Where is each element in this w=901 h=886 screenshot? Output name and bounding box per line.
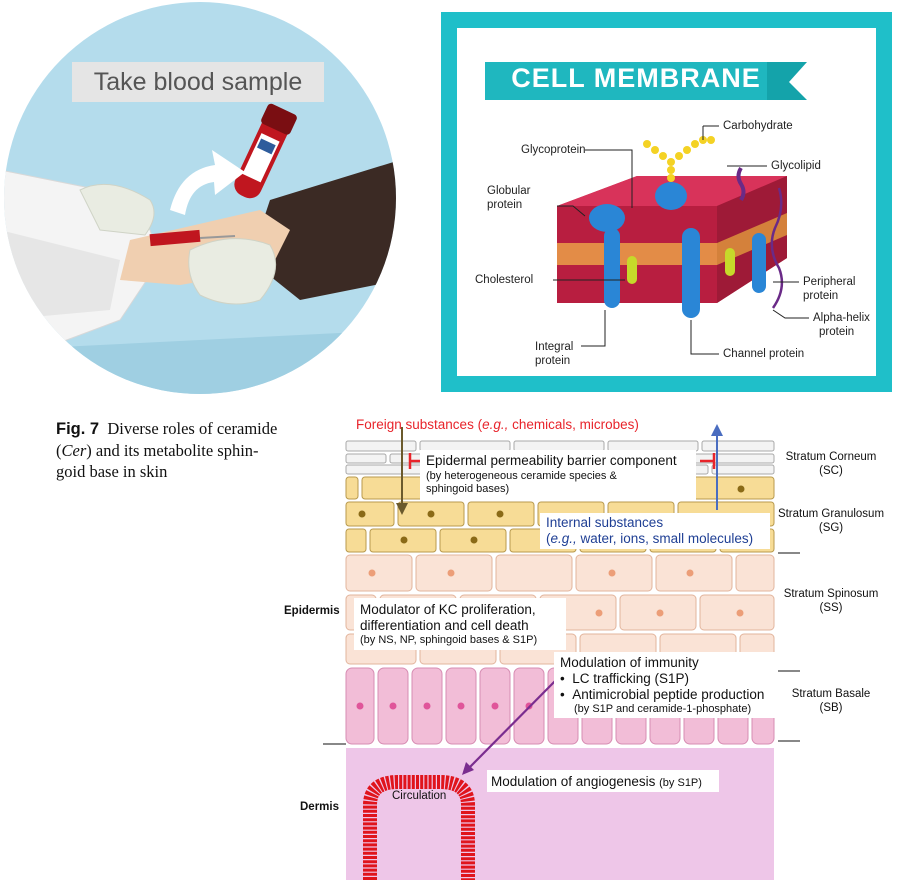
immunity-title: Modulation of immunity (560, 655, 699, 670)
peripheral-protein-label-line1: Peripheral (803, 276, 856, 288)
cell-membrane-title: CELL MEMBRANE (511, 63, 761, 93)
angiogenesis-sub: (by S1P) (659, 777, 702, 789)
kc-line1: Modulator of KC proliferation, (360, 602, 536, 617)
glycolipid-label: Glycolipid (771, 160, 821, 172)
ss-line1: Stratum Spinosum (783, 588, 879, 600)
immunity-item1: • LC trafficking (S1P) (560, 671, 690, 686)
internal-line2: (e.g., water, ions, small molecules) (546, 531, 753, 546)
cell-membrane-card: CELL MEMBRANE Glycoprotein Carbohydrate … (457, 28, 876, 376)
circulation-label: Circulation (392, 790, 447, 802)
integral-protein-label-line1: Integral (535, 341, 574, 353)
internal-eg: e.g., (550, 531, 577, 546)
figure-number: Fig. 7 (56, 420, 100, 438)
kc-line2: differentiation and cell death (360, 618, 529, 633)
internal-prefix: ( (546, 531, 551, 546)
channel-protein-label: Channel protein (723, 348, 805, 360)
immunity-box: Modulation of immunity • LC trafficking … (554, 652, 776, 718)
caption-text-1: Diverse roles of ceramide (107, 419, 278, 438)
globular-protein-label-line1: Globular (487, 185, 531, 197)
foreign-suffix: chemicals, microbes) (508, 417, 639, 432)
barrier-title: Epidermal permeability barrier component (426, 453, 677, 468)
sc-line1: Stratum Corneum (785, 451, 877, 463)
alpha-helix-protein-label-line2: protein (819, 326, 855, 338)
internal-title: Internal substances (546, 515, 664, 530)
sb-line1: Stratum Basale (791, 688, 871, 700)
sb-line2: (SB) (819, 702, 843, 714)
caption-text-2c: ) and its metabolite sphin- (86, 441, 259, 460)
cell-membrane-drawing (485, 62, 809, 355)
barrier-sub1: (by heterogeneous ceramide species & (426, 470, 617, 482)
angiogenesis-label: Modulation of angiogenesis (by S1P) (491, 774, 702, 791)
stratum-granulosum-label: Stratum Granulosum (SG) (766, 507, 896, 535)
caption-cer-italic: Cer (61, 441, 87, 460)
integral-protein-label-line2: protein (535, 355, 571, 367)
take-blood-sample-label: Take blood sample (72, 62, 324, 102)
internal-substances-box: Internal substances (e.g., water, ions, … (540, 513, 770, 549)
carbohydrate-label: Carbohydrate (723, 120, 793, 132)
blood-sample-illustration: Take blood sample (0, 0, 400, 400)
internal-suffix: water, ions, small molecules) (576, 531, 754, 546)
alpha-helix-protein-label-line1: Alpha-helix (813, 312, 870, 324)
kc-line3: (by NS, NP, sphingoid bases & S1P) (360, 634, 538, 646)
figure-caption: Fig. 7 Diverse roles of ceramide (Cer) a… (56, 418, 316, 482)
immunity-item2-text: Antimicrobial peptide production (572, 687, 765, 702)
stratum-spinosum-label: Stratum Spinosum (SS) (766, 587, 896, 615)
stratum-corneum-label: Stratum Corneum (SC) (766, 450, 896, 478)
sg-line2: (SG) (818, 522, 844, 534)
immunity-item2-sub: (by S1P and ceramide-1-phosphate) (574, 703, 752, 715)
glycoprotein-label: Glycoprotein (521, 144, 586, 156)
immunity-item1-text: LC trafficking (S1P) (572, 671, 690, 686)
foreign-prefix: Foreign substances ( (356, 417, 483, 432)
peripheral-protein-label-line2: protein (803, 290, 839, 302)
caption-line3: goid base in skin (56, 462, 168, 481)
epidermis-label: Epidermis (284, 605, 340, 617)
barrier-sub2: sphingoid bases) (426, 483, 510, 495)
globular-protein-label-line2: protein (487, 199, 523, 211)
sg-line1: Stratum Granulosum (777, 508, 885, 520)
foreign-eg: e.g., (482, 417, 509, 432)
cell-membrane-panel: CELL MEMBRANE Glycoprotein Carbohydrate … (441, 12, 892, 392)
stratum-basale-label: Stratum Basale (SB) (766, 687, 896, 715)
kc-modulator-box: Modulator of KC proliferation, different… (354, 598, 566, 650)
barrier-box: Epidermal permeability barrier component… (420, 450, 696, 500)
angiogenesis-title: Modulation of angiogenesis (491, 774, 656, 789)
caption-text-2a: ( (56, 441, 62, 460)
cholesterol-label: Cholesterol (475, 274, 534, 286)
caption-line2: (Cer) and its metabolite sphin- (56, 440, 316, 461)
angiogenesis-box: Modulation of angiogenesis (by S1P) (487, 770, 719, 792)
ss-line2: (SS) (819, 602, 843, 614)
caption-line1: Fig. 7 Diverse roles of ceramide (56, 418, 316, 440)
immunity-item2: • Antimicrobial peptide production (560, 687, 765, 702)
foreign-substances-label: Foreign substances (e.g., chemicals, mic… (356, 417, 639, 432)
sc-line2: (SC) (819, 465, 843, 477)
dermis-label: Dermis (300, 801, 339, 813)
